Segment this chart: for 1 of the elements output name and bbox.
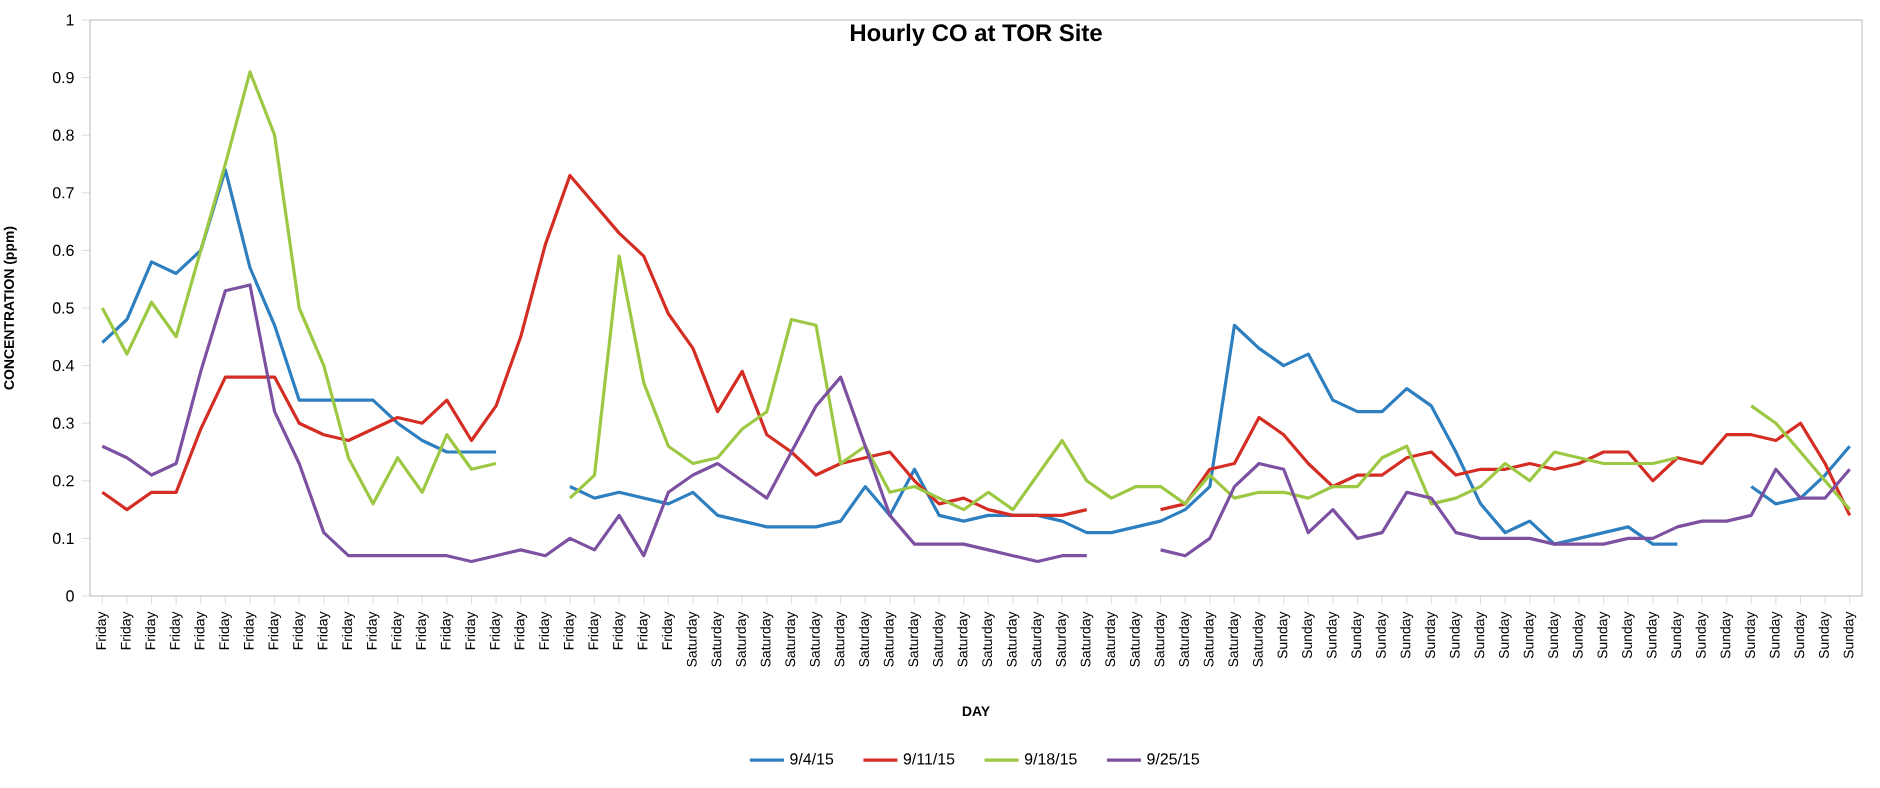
chart-title: Hourly CO at TOR Site (850, 23, 1102, 47)
